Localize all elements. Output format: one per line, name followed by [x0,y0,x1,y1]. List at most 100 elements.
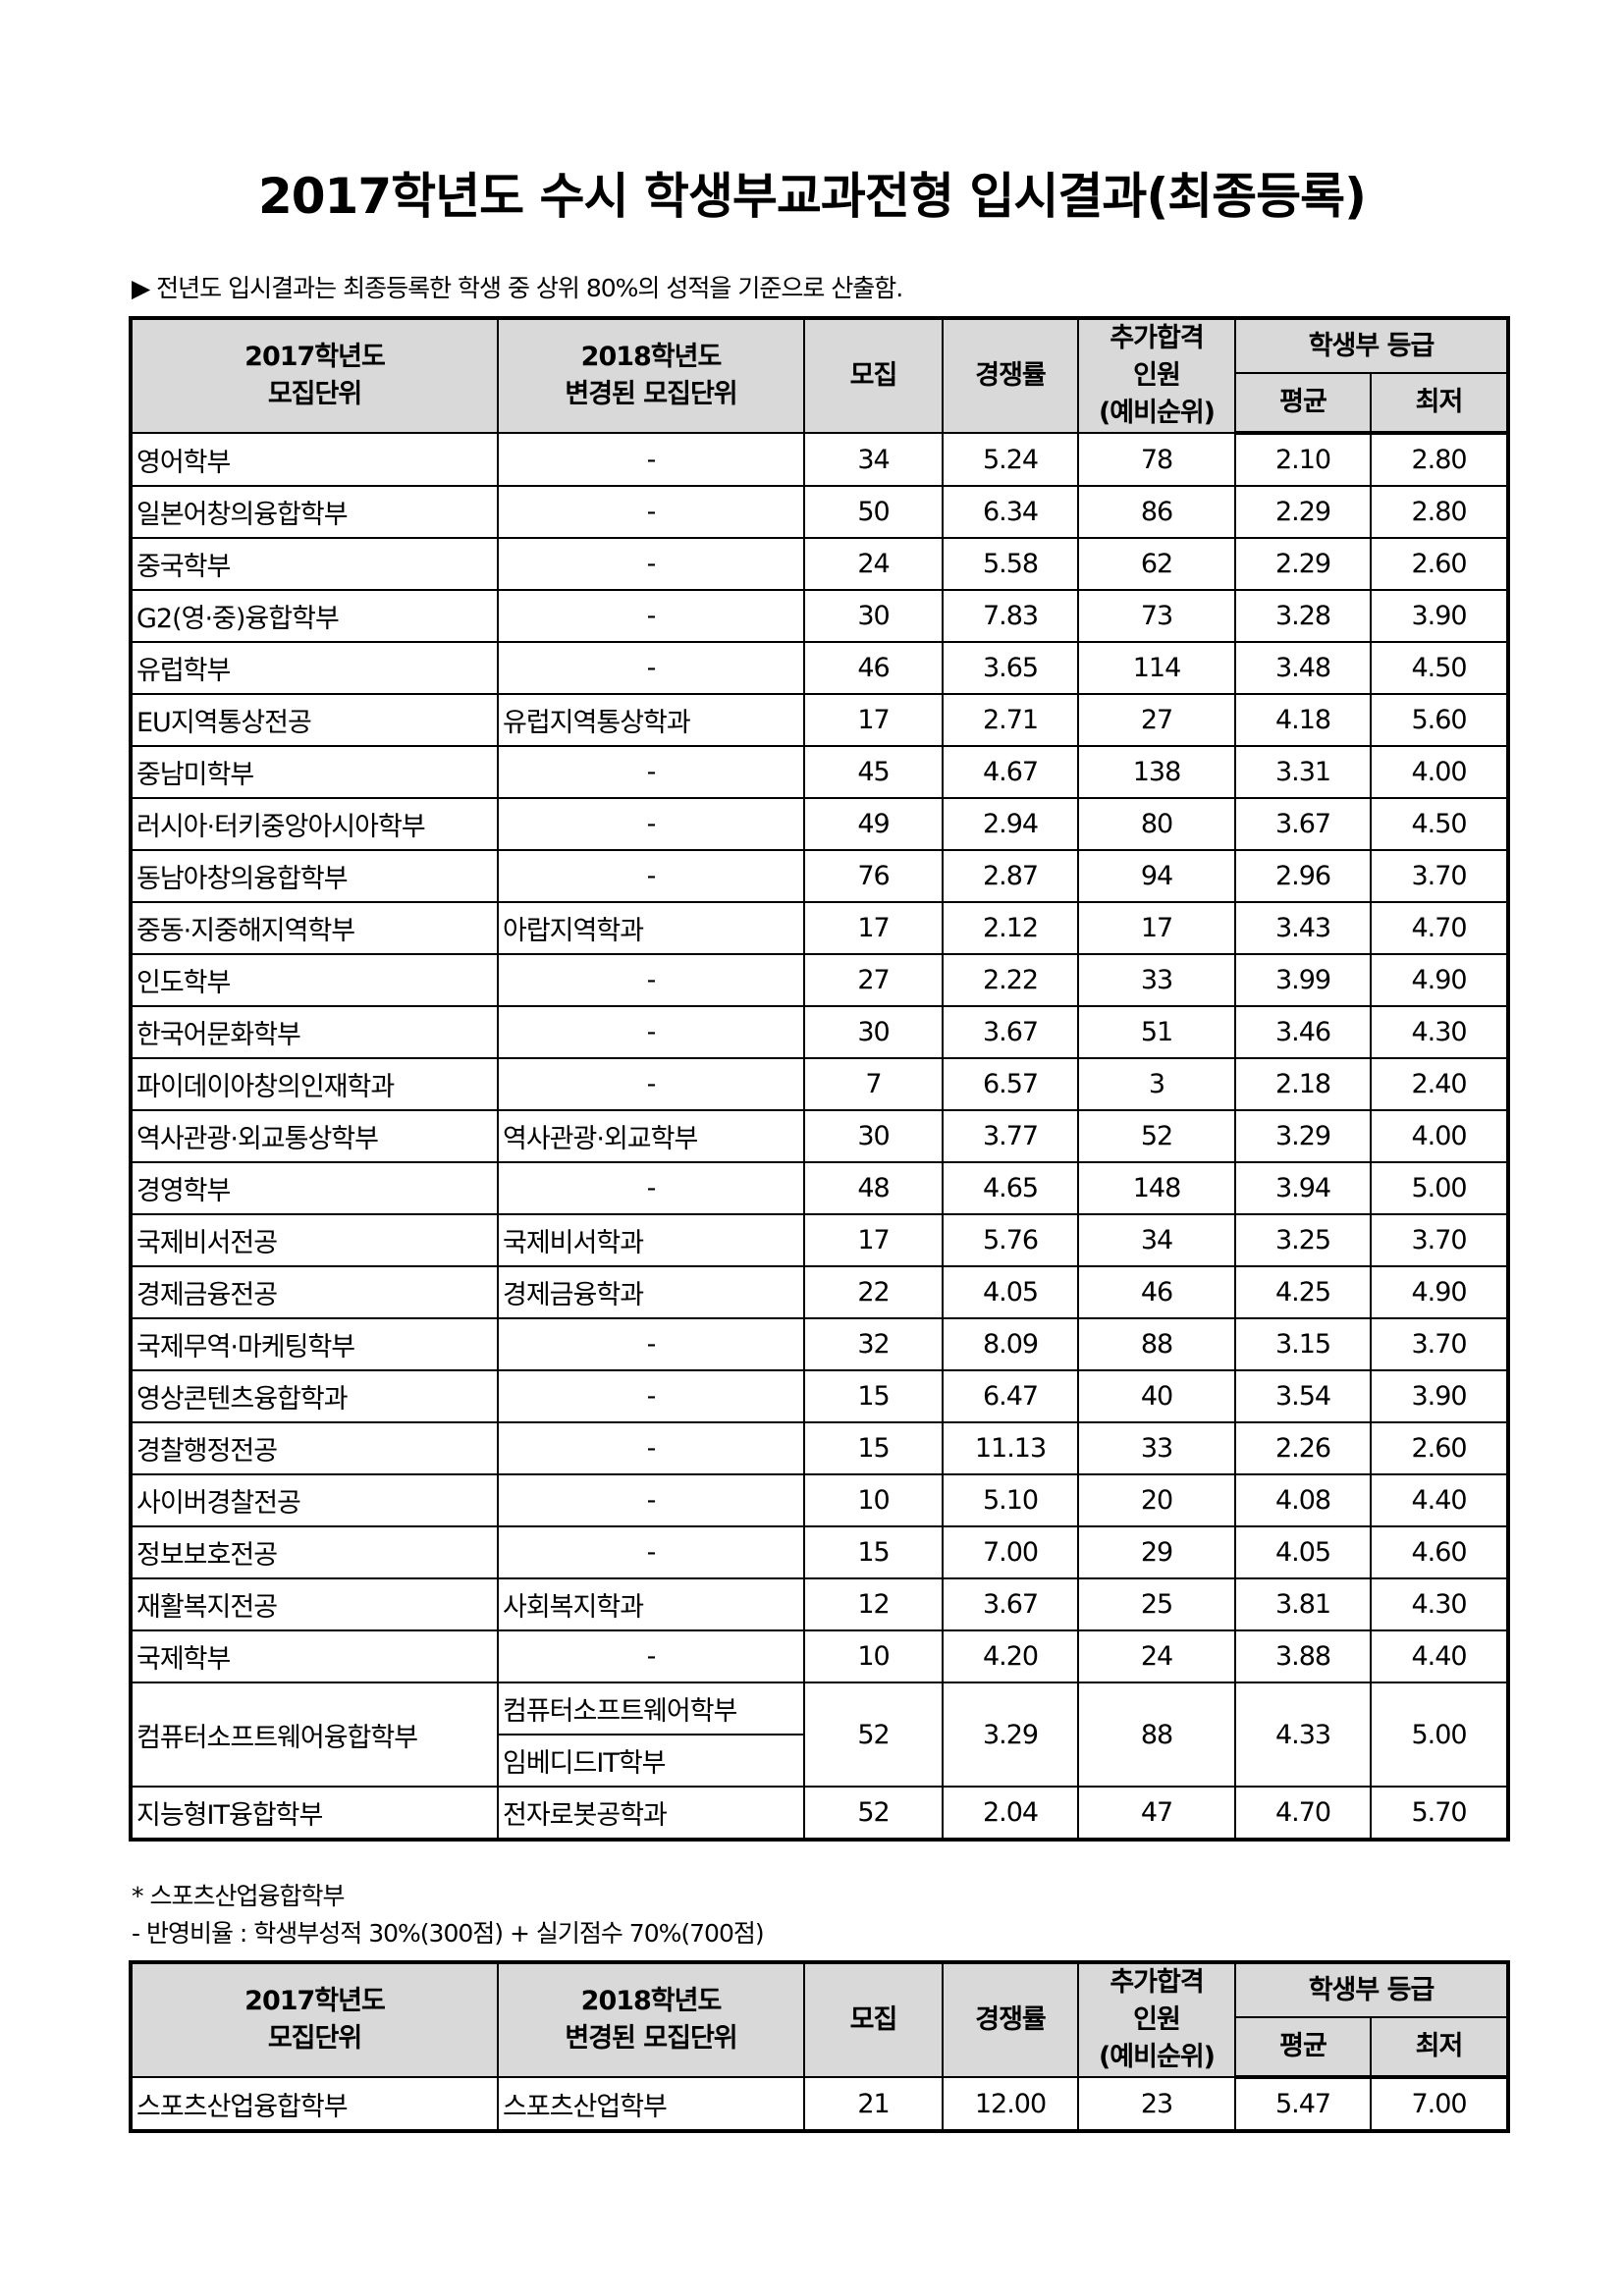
cell-recruit: 27 [803,953,944,1007]
cell-unit-2018: - [497,641,805,695]
header-text: 인원 [1133,360,1181,391]
header-recruit: 모집 [803,317,944,434]
cell-competition: 3.65 [942,641,1079,695]
header-text: 인원 [1133,2004,1181,2035]
header-text: 추가합격 [1110,1967,1204,1998]
cell-avg: 3.81 [1234,1577,1372,1631]
cell-avg: 2.10 [1234,432,1372,487]
cell-min: 4.00 [1370,1109,1509,1163]
header-text: (예비순위) [1098,398,1216,428]
header-text: 추가합격 [1110,323,1204,353]
cell-unit-2018: - [497,849,805,903]
table-row: 스포츠산업융합학부 스포츠산업학부 21 12.00 23 5.47 7.00 [130,2076,1509,2132]
cell-recruit: 45 [803,745,944,799]
table-row: 동남아창의융합학부 -76 2.87 94 2.96 3.70 [130,849,1509,903]
cell-competition: 6.47 [942,1369,1079,1423]
cell-competition: 6.57 [942,1057,1079,1111]
cell-extra: 80 [1077,797,1236,851]
cell-unit-2018: - [497,1629,805,1683]
cell-min: 4.40 [1370,1629,1509,1683]
cell-recruit: 15 [803,1525,944,1579]
cell-avg: 3.29 [1234,1109,1372,1163]
cell-competition: 7.00 [942,1525,1079,1579]
cell-competition: 11.13 [942,1421,1079,1475]
sports-note-ratio: - 반영비율 : 학생부성적 30%(300점) + 실기점수 70%(700점… [132,1919,765,1948]
cell-extra: 46 [1077,1265,1236,1319]
cell-min: 5.00 [1370,1161,1509,1215]
cell-avg: 3.88 [1234,1629,1372,1683]
cell-extra: 3 [1077,1057,1236,1111]
cell-extra: 51 [1077,1005,1236,1059]
header-text: 2017학년도 [244,1986,386,2016]
cell-avg: 5.47 [1234,2076,1372,2132]
cell-extra: 27 [1077,693,1236,747]
cell-competition: 3.67 [942,1005,1079,1059]
table-row: 경영학부 -48 4.65 148 3.94 5.00 [130,1161,1509,1215]
cell-avg: 2.18 [1234,1057,1372,1111]
cell-min: 3.90 [1370,589,1509,643]
sports-note-title: * 스포츠산업융합학부 [132,1882,345,1910]
cell-min: 4.30 [1370,1005,1509,1059]
cell-unit-2018: 경제금융학과 [497,1265,805,1319]
cell-unit-2018: 역사관광·외교학부 [497,1109,805,1163]
cell-recruit: 46 [803,641,944,695]
cell-unit-2018: - [497,1057,805,1111]
cell-unit-2018: 전자로봇공학과 [497,1786,805,1841]
cell-competition: 7.83 [942,589,1079,643]
cell-extra: 86 [1077,485,1236,539]
cell-extra: 138 [1077,745,1236,799]
cell-min: 4.90 [1370,1265,1509,1319]
cell-unit-2017: 지능형IT융합학부 [130,1786,499,1841]
cell-recruit: 7 [803,1057,944,1111]
table-row: 러시아·터키중앙아시아학부 -49 2.94 80 3.67 4.50 [130,797,1509,851]
table-row: 국제무역·마케팅학부 -32 8.09 88 3.15 3.70 [130,1317,1509,1371]
cell-unit-2017: 중국학부 [130,537,499,591]
cell-min: 4.40 [1370,1473,1509,1527]
cell-competition: 2.71 [942,693,1079,747]
cell-extra: 114 [1077,641,1236,695]
cell-avg: 2.29 [1234,485,1372,539]
cell-competition: 2.12 [942,901,1079,955]
cell-min: 4.30 [1370,1577,1509,1631]
cell-recruit: 24 [803,537,944,591]
header-text: (예비순위) [1098,2042,1216,2072]
cell-extra: 88 [1077,1682,1236,1788]
cell-unit-2018: 스포츠산업학부 [497,2076,805,2132]
cell-avg: 4.25 [1234,1265,1372,1319]
cell-unit-2018: 컴퓨터소프트웨어학부 [497,1682,805,1735]
cell-recruit: 32 [803,1317,944,1371]
cell-competition: 3.29 [942,1682,1079,1788]
cell-competition: 5.58 [942,537,1079,591]
header-text: 2018학년도 [580,1986,723,2016]
cell-avg: 3.99 [1234,953,1372,1007]
cell-unit-2017: 컴퓨터소프트웨어융합학부 [130,1682,499,1788]
cell-unit-2018: - [497,1525,805,1579]
cell-recruit: 15 [803,1421,944,1475]
table-row: 경제금융전공 경제금융학과 22 4.05 46 4.25 4.90 [130,1265,1509,1319]
cell-extra: 94 [1077,849,1236,903]
header-avg: 평균 [1234,372,1372,435]
cell-min: 2.40 [1370,1057,1509,1111]
cell-unit-2017: 국제무역·마케팅학부 [130,1317,499,1371]
cell-recruit: 30 [803,1109,944,1163]
cell-unit-2017: 경찰행정전공 [130,1421,499,1475]
table-row: 컴퓨터소프트웨어융합학부 컴퓨터소프트웨어학부 52 3.29 88 4.33 5.00 [130,1682,1509,1788]
cell-min: 4.60 [1370,1525,1509,1579]
table-row: 정보보호전공 -15 7.00 29 4.05 4.60 [130,1525,1509,1579]
cell-avg: 4.05 [1234,1525,1372,1579]
header-text: 모집단위 [267,2023,362,2054]
table-row: 국제학부 -10 4.20 24 3.88 4.40 [130,1629,1509,1683]
cell-min: 7.00 [1370,2076,1509,2132]
header-text: 모집단위 [267,379,362,409]
cell-min: 5.00 [1370,1682,1509,1788]
cell-unit-2018: - [497,1473,805,1527]
cell-avg: 4.33 [1234,1682,1372,1788]
cell-min: 4.50 [1370,641,1509,695]
table-row: G2(영·중)융합학부 -30 7.83 73 3.28 3.90 [130,589,1509,643]
cell-recruit: 52 [803,1682,944,1788]
cell-unit-2017: 재활복지전공 [130,1577,499,1631]
cell-recruit: 30 [803,589,944,643]
table-row: 국제비서전공 국제비서학과 17 5.76 34 3.25 3.70 [130,1213,1509,1267]
